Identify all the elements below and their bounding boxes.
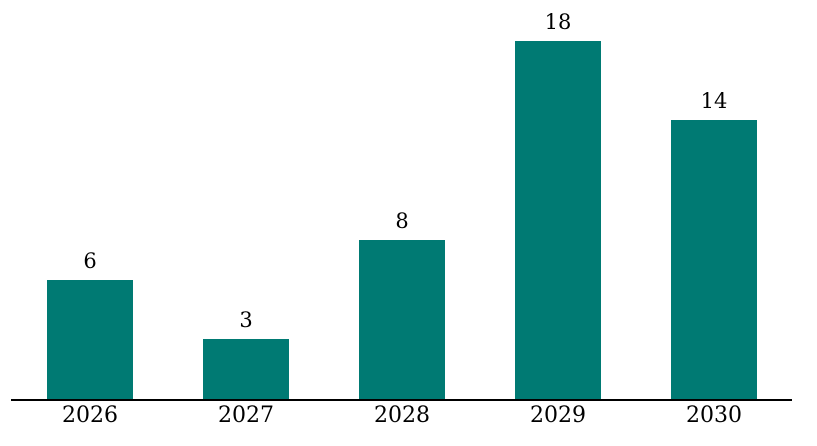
bar-value-label: 18 [544, 10, 572, 34]
bar [47, 280, 133, 399]
x-axis-line [11, 399, 792, 401]
bar-value-label: 3 [239, 308, 253, 332]
bar-value-label: 6 [83, 249, 97, 273]
x-axis-tick-label: 2028 [374, 403, 430, 428]
x-axis-tick-label: 2027 [218, 403, 274, 428]
bar [359, 240, 445, 399]
bar [515, 41, 601, 399]
bar-group: 8 2028 [359, 0, 445, 446]
bar-value-label: 14 [700, 89, 728, 113]
x-axis-tick-label: 2029 [530, 403, 586, 428]
bar-group: 18 2029 [515, 0, 601, 446]
bar [671, 120, 757, 399]
x-axis-tick-label: 2026 [62, 403, 118, 428]
bar-group: 14 2030 [671, 0, 757, 446]
bar [203, 339, 289, 399]
x-axis-tick-label: 2030 [686, 403, 742, 428]
bar-group: 3 2027 [203, 0, 289, 446]
bar-group: 6 2026 [47, 0, 133, 446]
bar-value-label: 8 [395, 209, 409, 233]
